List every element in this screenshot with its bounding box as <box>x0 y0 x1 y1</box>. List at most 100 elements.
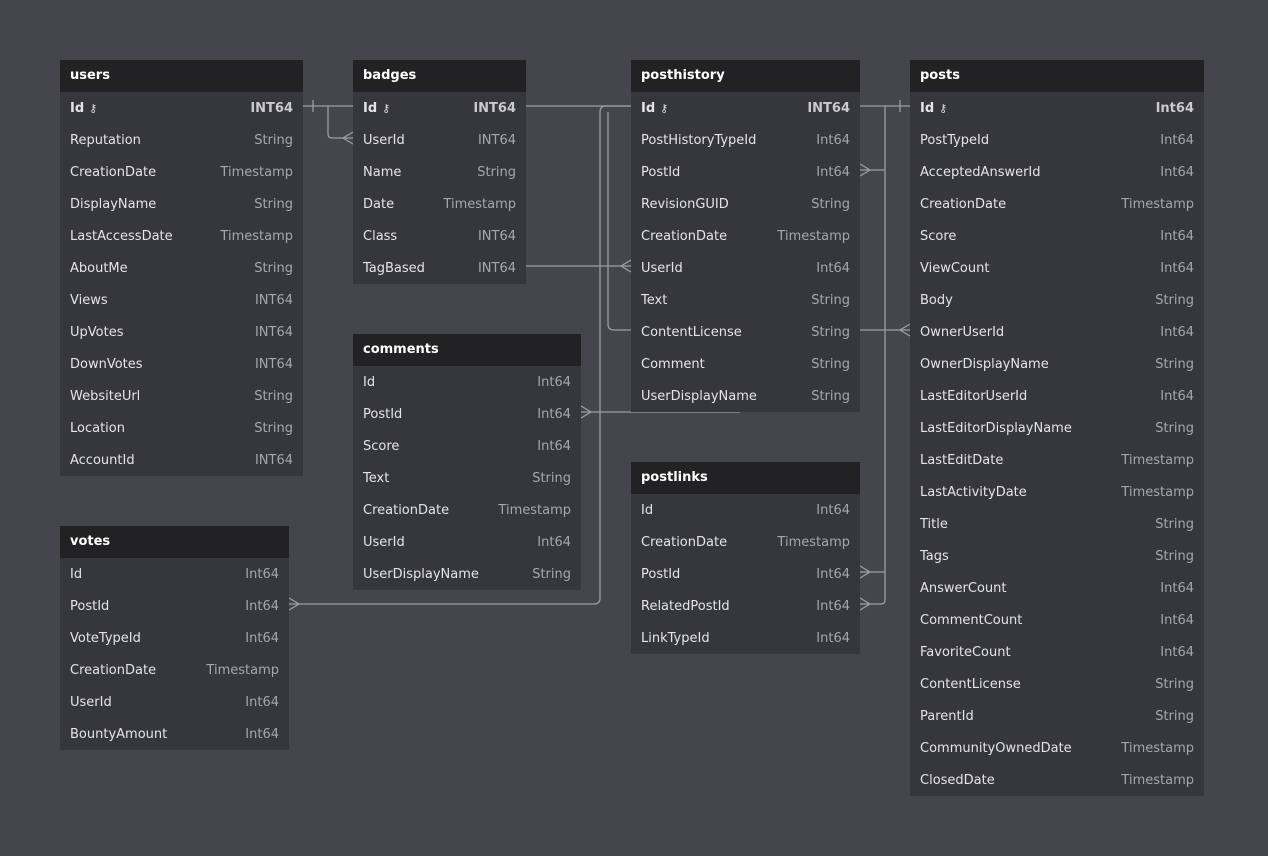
column-row[interactable]: ParentId String <box>910 700 1204 732</box>
column-row[interactable]: CreationDate Timestamp <box>631 526 860 558</box>
column-row[interactable]: UserId Int64 <box>353 526 581 558</box>
table-title[interactable]: posts <box>910 60 1204 92</box>
column-row[interactable]: RevisionGUID String <box>631 188 860 220</box>
column-name: UserId <box>363 132 405 148</box>
column-row[interactable]: Location String <box>60 412 303 444</box>
column-row[interactable]: UserId INT64 <box>353 124 526 156</box>
column-row[interactable]: WebsiteUrl String <box>60 380 303 412</box>
column-name: ParentId <box>920 708 974 724</box>
column-row[interactable]: UserId Int64 <box>631 252 860 284</box>
column-row[interactable]: RelatedPostId Int64 <box>631 590 860 622</box>
column-row[interactable]: AcceptedAnswerId Int64 <box>910 156 1204 188</box>
table-title[interactable]: badges <box>353 60 526 92</box>
column-row[interactable]: AnswerCount Int64 <box>910 572 1204 604</box>
column-row[interactable]: LastEditDate Timestamp <box>910 444 1204 476</box>
column-row[interactable]: PostId Int64 <box>353 398 581 430</box>
column-row[interactable]: ViewCount Int64 <box>910 252 1204 284</box>
table-title[interactable]: users <box>60 60 303 92</box>
column-type: Timestamp <box>443 196 516 212</box>
column-row[interactable]: CreationDate Timestamp <box>60 654 289 686</box>
column-type: String <box>477 164 516 180</box>
column-row[interactable]: CreationDate Timestamp <box>910 188 1204 220</box>
column-row[interactable]: PostTypeId Int64 <box>910 124 1204 156</box>
key-icon: ⚷ <box>89 101 98 115</box>
column-row[interactable]: Reputation String <box>60 124 303 156</box>
table-title[interactable]: comments <box>353 334 581 366</box>
column-row[interactable]: VoteTypeId Int64 <box>60 622 289 654</box>
column-row[interactable]: CreationDate Timestamp <box>353 494 581 526</box>
table-posthistory[interactable]: posthistory Id ⚷ INT64 PostHistoryTypeId … <box>631 60 860 412</box>
column-row[interactable]: UserDisplayName String <box>353 558 581 590</box>
column-row[interactable]: Id ⚷ INT64 <box>631 92 860 124</box>
column-name-wrap: AnswerCount <box>920 581 1007 596</box>
column-row[interactable]: PostHistoryTypeId Int64 <box>631 124 860 156</box>
table-badges[interactable]: badges Id ⚷ INT64 UserId INT64 Name Strin… <box>353 60 526 284</box>
column-row[interactable]: Comment String <box>631 348 860 380</box>
column-name-wrap: WebsiteUrl <box>70 389 140 404</box>
table-users[interactable]: users Id ⚷ INT64 Reputation String Creati… <box>60 60 303 476</box>
column-row[interactable]: Text String <box>353 462 581 494</box>
column-row[interactable]: Id ⚷ INT64 <box>60 92 303 124</box>
table-postlinks[interactable]: postlinks Id Int64 CreationDate Timestam… <box>631 462 860 654</box>
column-row[interactable]: OwnerDisplayName String <box>910 348 1204 380</box>
column-row[interactable]: Score Int64 <box>353 430 581 462</box>
column-row[interactable]: ClosedDate Timestamp <box>910 764 1204 796</box>
column-row[interactable]: LastEditorUserId Int64 <box>910 380 1204 412</box>
column-row[interactable]: LastAccessDate Timestamp <box>60 220 303 252</box>
column-row[interactable]: UserId Int64 <box>60 686 289 718</box>
column-row[interactable]: UpVotes INT64 <box>60 316 303 348</box>
column-row[interactable]: Class INT64 <box>353 220 526 252</box>
column-row[interactable]: TagBased INT64 <box>353 252 526 284</box>
column-name-wrap: Text <box>363 471 389 486</box>
column-type: Int64 <box>816 630 850 646</box>
column-row[interactable]: DisplayName String <box>60 188 303 220</box>
column-row[interactable]: LinkTypeId Int64 <box>631 622 860 654</box>
column-row[interactable]: LastActivityDate Timestamp <box>910 476 1204 508</box>
table-votes[interactable]: votes Id Int64 PostId Int64 VoteTypeId I… <box>60 526 289 750</box>
table-title[interactable]: votes <box>60 526 289 558</box>
column-name-wrap: Comment <box>641 357 705 372</box>
column-row[interactable]: Score Int64 <box>910 220 1204 252</box>
column-name: CreationDate <box>363 502 450 518</box>
column-type: String <box>254 260 293 276</box>
column-row[interactable]: ContentLicense String <box>910 668 1204 700</box>
column-row[interactable]: Body String <box>910 284 1204 316</box>
table-posts[interactable]: posts Id ⚷ Int64 PostTypeId Int64 Accepte… <box>910 60 1204 796</box>
column-name: PostId <box>641 566 681 582</box>
column-row[interactable]: CommunityOwnedDate Timestamp <box>910 732 1204 764</box>
column-row[interactable]: AboutMe String <box>60 252 303 284</box>
column-name: RevisionGUID <box>641 196 729 212</box>
column-row[interactable]: Date Timestamp <box>353 188 526 220</box>
column-row[interactable]: LastEditorDisplayName String <box>910 412 1204 444</box>
column-name-wrap: PostId <box>70 599 109 614</box>
column-row[interactable]: CreationDate Timestamp <box>631 220 860 252</box>
column-row[interactable]: Name String <box>353 156 526 188</box>
column-row[interactable]: PostId Int64 <box>631 156 860 188</box>
column-row[interactable]: ContentLicense String <box>631 316 860 348</box>
table-title[interactable]: postlinks <box>631 462 860 494</box>
column-row[interactable]: Id Int64 <box>60 558 289 590</box>
column-row[interactable]: Text String <box>631 284 860 316</box>
column-row[interactable]: Id ⚷ INT64 <box>353 92 526 124</box>
column-row[interactable]: BountyAmount Int64 <box>60 718 289 750</box>
column-name: PostHistoryTypeId <box>641 132 757 148</box>
column-row[interactable]: PostId Int64 <box>60 590 289 622</box>
column-row[interactable]: Tags String <box>910 540 1204 572</box>
table-title[interactable]: posthistory <box>631 60 860 92</box>
column-row[interactable]: OwnerUserId Int64 <box>910 316 1204 348</box>
column-row[interactable]: DownVotes INT64 <box>60 348 303 380</box>
column-row[interactable]: Views INT64 <box>60 284 303 316</box>
column-row[interactable]: UserDisplayName String <box>631 380 860 412</box>
column-row[interactable]: Title String <box>910 508 1204 540</box>
column-row[interactable]: Id Int64 <box>631 494 860 526</box>
column-row[interactable]: Id ⚷ Int64 <box>910 92 1204 124</box>
column-type: String <box>1155 708 1194 724</box>
column-row[interactable]: Id Int64 <box>353 366 581 398</box>
column-row[interactable]: CommentCount Int64 <box>910 604 1204 636</box>
column-row[interactable]: CreationDate Timestamp <box>60 156 303 188</box>
column-name-wrap: ContentLicense <box>641 325 742 340</box>
column-row[interactable]: PostId Int64 <box>631 558 860 590</box>
column-row[interactable]: AccountId INT64 <box>60 444 303 476</box>
column-row[interactable]: FavoriteCount Int64 <box>910 636 1204 668</box>
table-comments[interactable]: comments Id Int64 PostId Int64 Score Int… <box>353 334 581 590</box>
